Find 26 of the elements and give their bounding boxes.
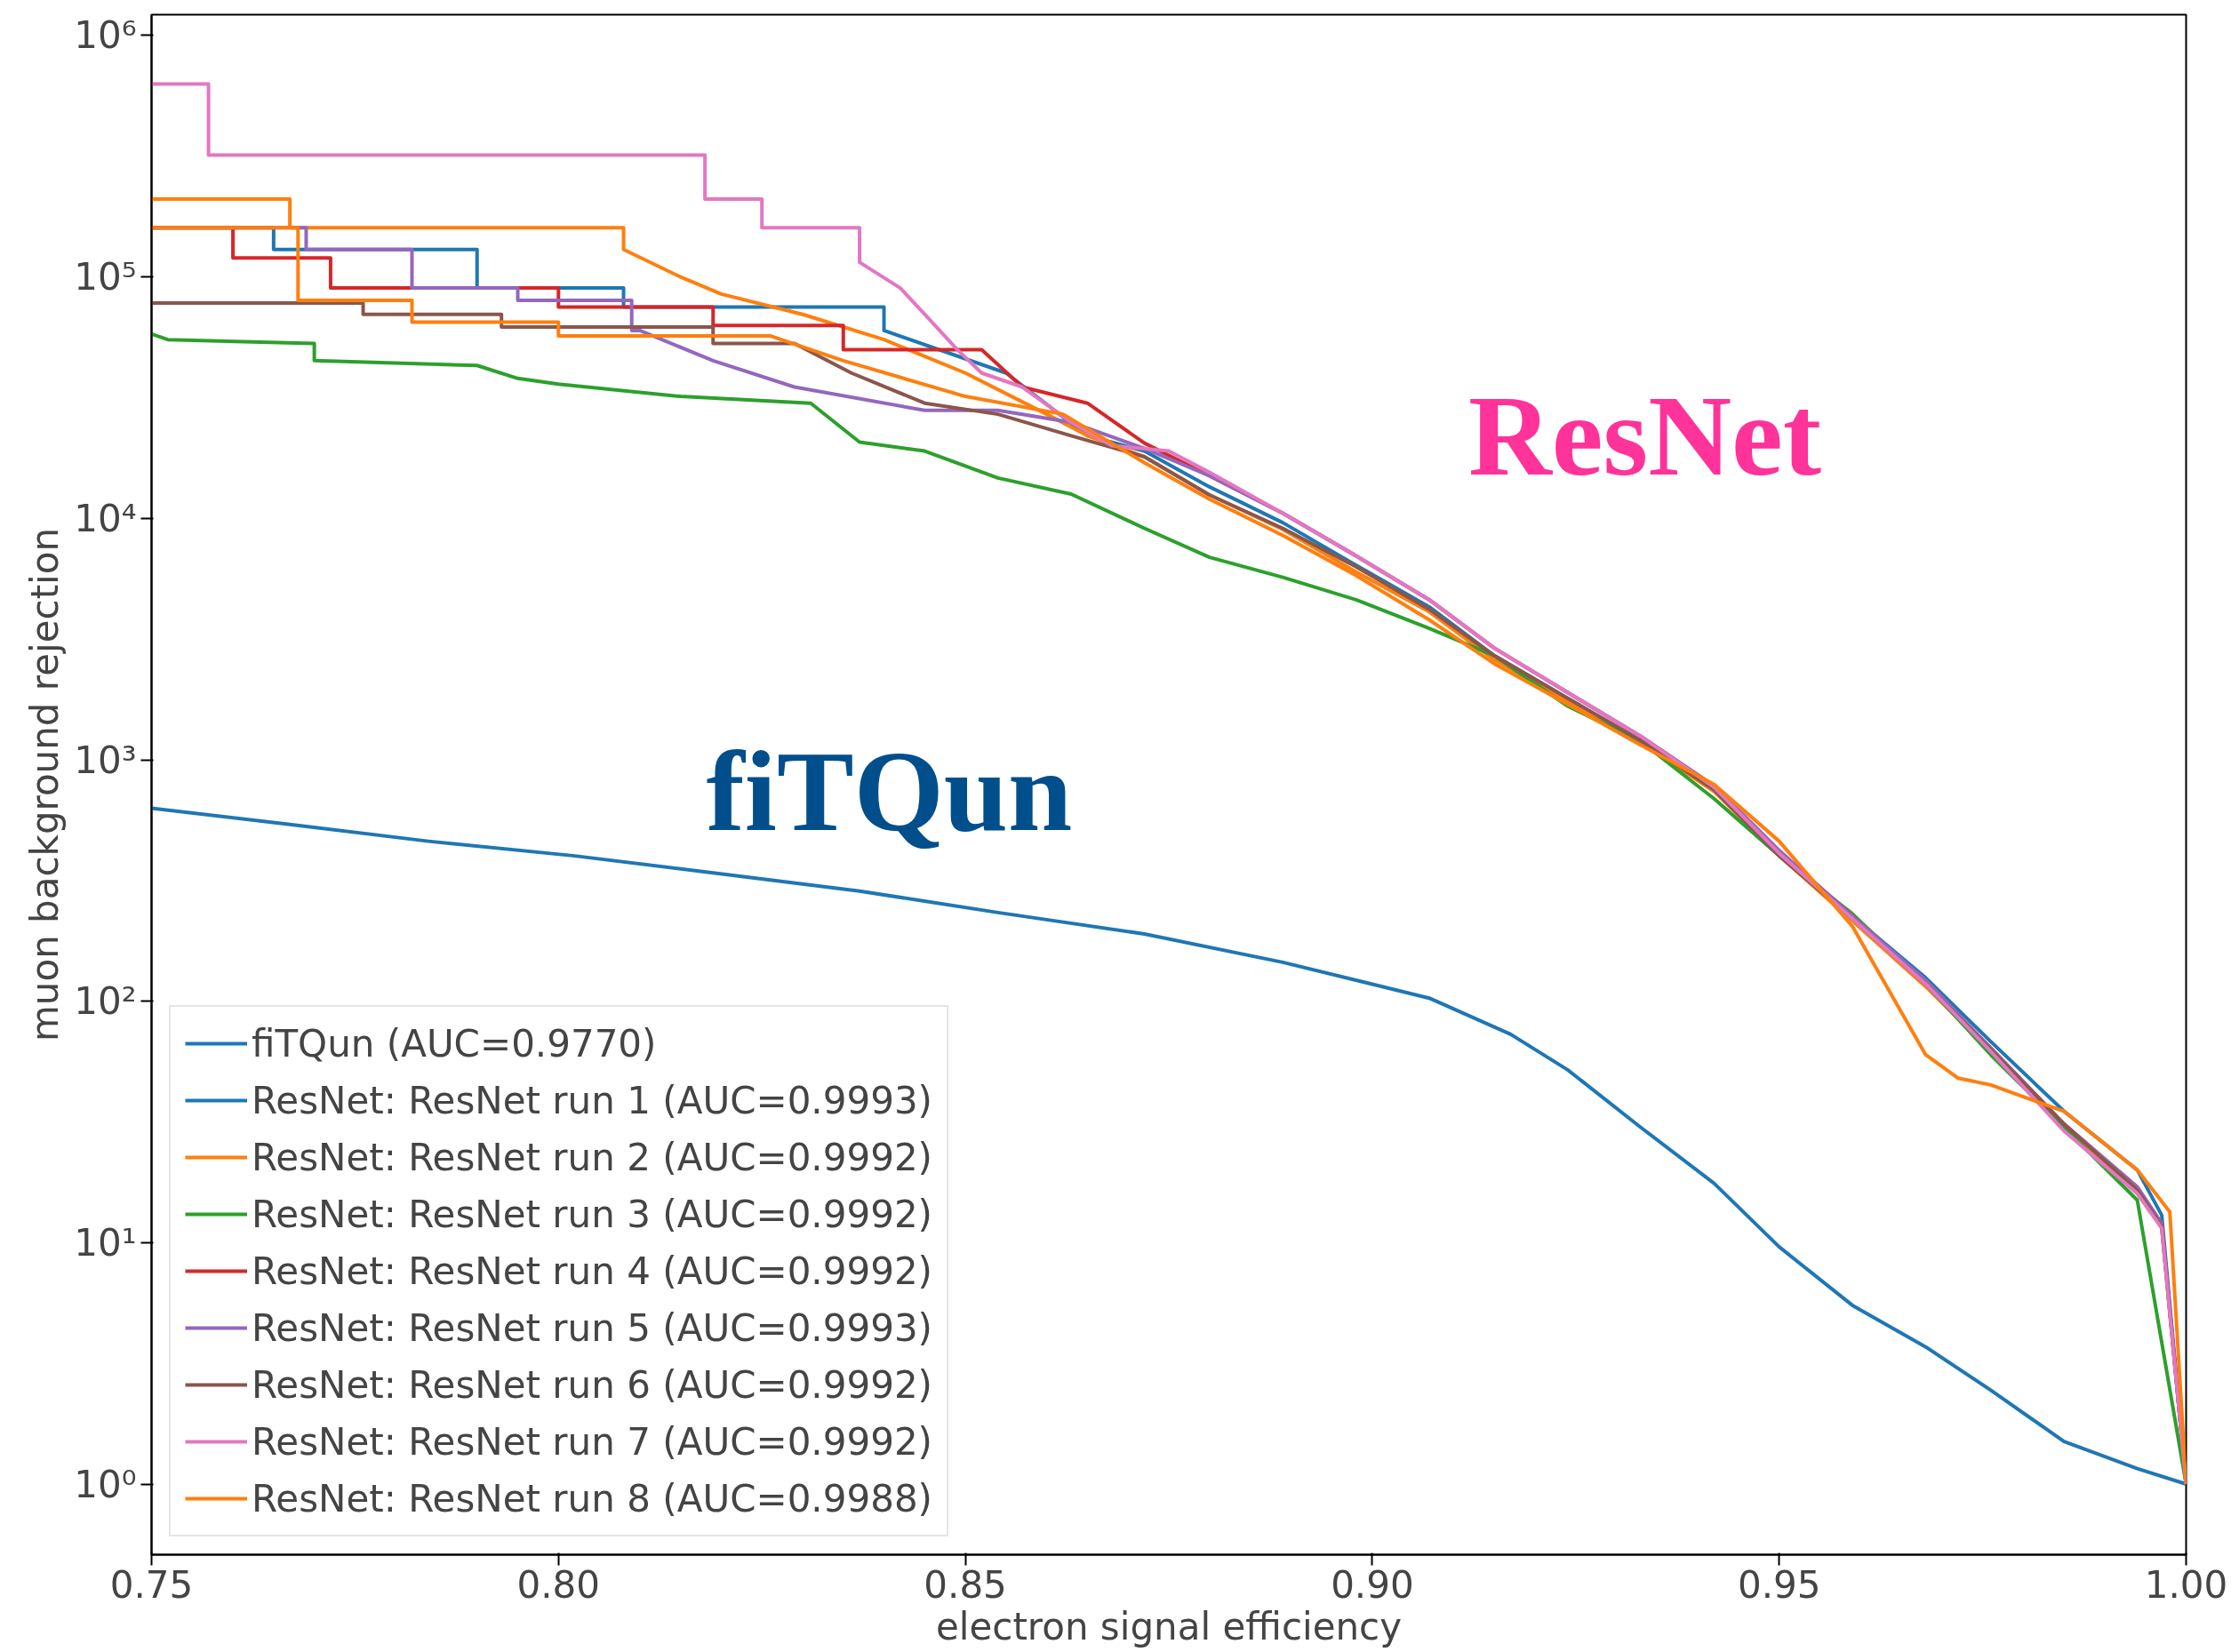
y-tick-label: 10⁰ <box>74 1462 137 1506</box>
legend-label: ResNet: ResNet run 6 (AUC=0.9992) <box>252 1362 932 1407</box>
legend-label: ResNet: ResNet run 2 (AUC=0.9992) <box>252 1135 932 1179</box>
y-tick-label: 10⁵ <box>74 255 137 299</box>
legend-label: fiTQun (AUC=0.9770) <box>252 1021 657 1065</box>
legend-label: ResNet: ResNet run 7 (AUC=0.9992) <box>252 1419 932 1464</box>
y-tick-label: 10¹ <box>74 1220 137 1265</box>
x-tick-label: 0.95 <box>1737 1562 1821 1607</box>
legend-label: ResNet: ResNet run 8 (AUC=0.9988) <box>252 1476 932 1520</box>
legend-label: ResNet: ResNet run 4 (AUC=0.9992) <box>252 1249 932 1293</box>
x-tick-label: 0.90 <box>1331 1562 1414 1607</box>
y-tick-label: 10⁴ <box>74 496 137 540</box>
x-tick-label: 0.75 <box>109 1562 194 1607</box>
x-tick-label: 0.80 <box>516 1562 601 1607</box>
y-axis-title: muon background rejection <box>23 527 68 1042</box>
annotation: fiTQun <box>706 726 1073 855</box>
x-tick-label: 0.85 <box>924 1562 1007 1607</box>
y-tick-label: 10⁶ <box>74 13 137 58</box>
legend-label: ResNet: ResNet run 3 (AUC=0.9992) <box>252 1192 932 1236</box>
y-tick-label: 10³ <box>74 738 137 782</box>
x-tick-label: 1.00 <box>2144 1562 2228 1607</box>
x-axis-title: electron signal efficiency <box>935 1604 1403 1648</box>
y-tick-label: 10² <box>74 979 137 1024</box>
legend-label: ResNet: ResNet run 1 (AUC=0.9993) <box>252 1078 932 1122</box>
annotation: ResNet <box>1467 371 1822 499</box>
legend-label: ResNet: ResNet run 5 (AUC=0.9993) <box>252 1305 932 1350</box>
